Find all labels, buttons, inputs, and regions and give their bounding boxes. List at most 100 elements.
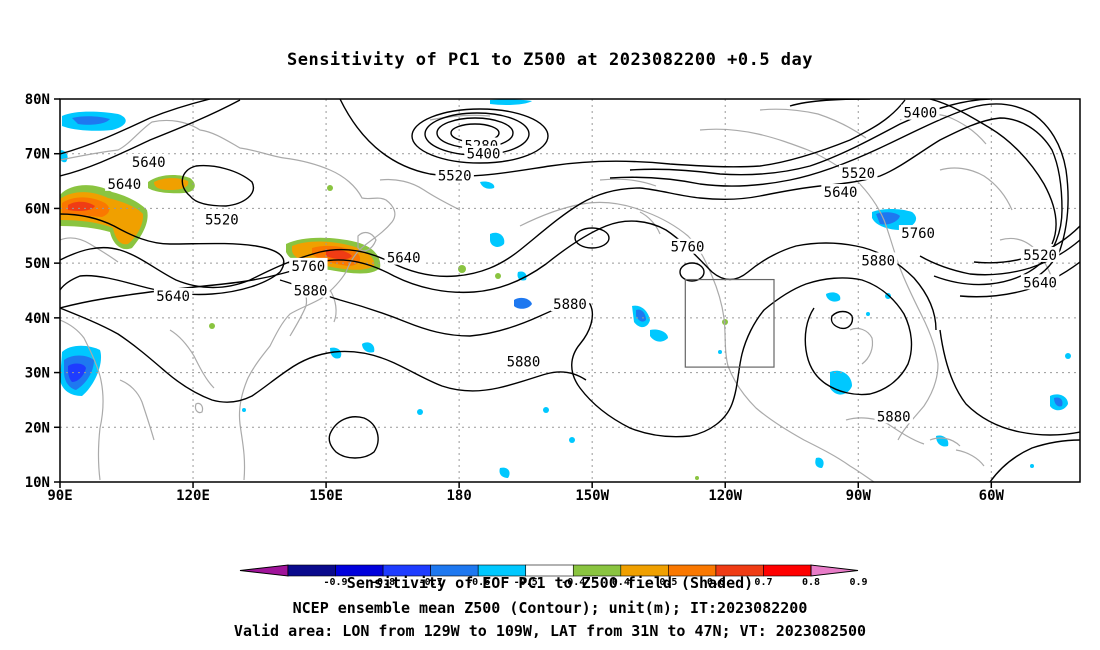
- positive-sensitivity-region: [68, 201, 95, 211]
- contour-label: 5640: [132, 155, 166, 171]
- lat-tick-label: 20N: [25, 420, 50, 436]
- negative-sensitivity-region: [1030, 464, 1034, 468]
- contour-label: 5880: [507, 355, 541, 371]
- colorbar-label: -0.4: [561, 577, 585, 588]
- colorbar-label: 0.9: [850, 577, 868, 588]
- contour-label-bg: [1020, 274, 1060, 290]
- contour-label: 5880: [861, 253, 895, 269]
- contour-label-bg: [202, 211, 242, 227]
- contour-label-bg: [901, 104, 940, 120]
- z500-contour: [339, 99, 906, 177]
- negative-sensitivity-region: [330, 347, 342, 359]
- positive-sensitivity-region: [327, 185, 333, 191]
- contour-label-bg: [129, 153, 168, 169]
- colorbar-label: -0.9: [323, 577, 347, 588]
- negative-sensitivity-region: [72, 116, 110, 125]
- z500-contour: [411, 108, 549, 164]
- contour-label-bg: [898, 225, 938, 241]
- contour-label-bg: [153, 287, 193, 303]
- contour-label: 5520: [1023, 248, 1057, 264]
- contour-label-bg: [435, 167, 474, 183]
- z500-contour: [679, 262, 705, 282]
- negative-sensitivity-region: [480, 181, 495, 189]
- negative-sensitivity-region: [815, 457, 824, 468]
- contour-label: 5760: [291, 259, 325, 275]
- lon-tick-label: 90E: [47, 488, 72, 504]
- colorbar: -0.9 -0.8 -0.7 -0.6 -0.5 -0.4 0.4 0.5 0.6 0.7 0.8 0…: [239, 564, 868, 588]
- lon-tick-label: 150E: [309, 488, 343, 504]
- negative-sensitivity-region: [68, 363, 86, 382]
- negative-sensitivity-region: [242, 408, 246, 412]
- z500-contour: [929, 99, 1057, 245]
- contour-label-bg: [289, 257, 328, 273]
- lat-tick-label: 10N: [25, 475, 50, 491]
- z500-contour: [60, 220, 937, 331]
- contour-label-bg: [668, 238, 707, 254]
- z500-contour: [60, 117, 1063, 289]
- z500-contours: [60, 99, 1080, 482]
- lon-tick-label: 120W: [708, 488, 742, 504]
- negative-sensitivity-region: [569, 437, 575, 443]
- z500-contour: [830, 310, 854, 330]
- z500-contour: [989, 439, 1080, 482]
- contour-label-bg: [384, 249, 423, 265]
- negative-sensitivity-region: [514, 297, 532, 309]
- z500-contour: [939, 329, 1080, 436]
- contour-label-bg: [839, 164, 878, 180]
- colorbar-label: -0.6: [466, 577, 490, 588]
- positive-sensitivity-region: [209, 323, 215, 329]
- chart-title: Sensitivity of PC1 to Z500 at 2023082200…: [286, 50, 813, 70]
- valid-area-box: [684, 278, 775, 368]
- positive-sensitivity-region: [695, 476, 699, 480]
- positive-sensitivity-region: [326, 249, 352, 260]
- colorbar-label: 0.5: [659, 577, 677, 588]
- contour-labels: 5640564055205640576058805640528054005520…: [105, 104, 1060, 425]
- contour-label-bg: [291, 282, 330, 298]
- coastlines: [60, 108, 1057, 482]
- contour-label-bg: [105, 175, 144, 191]
- contour-label-bg: [504, 353, 543, 369]
- caption-line-3: Valid area: LON from 129W to 109W, LAT f…: [233, 622, 867, 640]
- positive-sensitivity-region: [458, 265, 466, 273]
- negative-sensitivity-region: [636, 309, 646, 322]
- contour-label-bg: [859, 252, 898, 268]
- negative-sensitivity-region: [499, 467, 510, 478]
- lon-tick-label: 120E: [176, 488, 210, 504]
- negative-sensitivity-region: [650, 329, 668, 342]
- negative-sensitivity-region: [936, 435, 949, 447]
- contour-label: 5760: [671, 240, 705, 256]
- lat-tick-label: 70N: [25, 147, 50, 163]
- negative-sensitivity-region: [826, 292, 841, 302]
- negative-sensitivity-region: [1054, 397, 1063, 407]
- contour-label-bg: [464, 145, 503, 161]
- lat-tick-label: 80N: [25, 92, 50, 108]
- contour-label: 5880: [294, 284, 328, 300]
- contour-label: 5640: [156, 289, 190, 305]
- contour-label: 5520: [841, 166, 875, 182]
- lon-tick-label: 150W: [575, 488, 609, 504]
- z500-contour: [609, 103, 1069, 283]
- map-frame: [59, 98, 1081, 483]
- z500-contour: [328, 416, 379, 459]
- lat-tick-label: 50N: [25, 256, 50, 272]
- contour-label-bg: [550, 296, 590, 312]
- contour-label-bg: [821, 184, 860, 200]
- negative-sensitivity-region: [417, 409, 423, 415]
- lat-tick-label: 30N: [25, 366, 50, 382]
- colorbar-label: 0.8: [802, 577, 820, 588]
- colorbar-label: -0.8: [371, 577, 395, 588]
- contour-label: 5520: [205, 212, 239, 228]
- caption-line-1: Sensitivity of EOF PC1 to Z500 field (Sh…: [346, 574, 754, 592]
- colorbar-label: 0.6: [707, 577, 725, 588]
- z500-contour: [574, 227, 610, 249]
- negative-sensitivity-region: [543, 407, 549, 413]
- colorbar-label: -0.5: [514, 577, 538, 588]
- negative-sensitivity-region: [866, 312, 870, 316]
- caption-line-2: NCEP ensemble mean Z500 (Contour); unit(…: [292, 599, 808, 617]
- z500-contour: [60, 99, 241, 177]
- contour-label: 5880: [877, 409, 911, 425]
- positive-sensitivity-region: [154, 178, 189, 190]
- contour-label: 5760: [901, 226, 935, 242]
